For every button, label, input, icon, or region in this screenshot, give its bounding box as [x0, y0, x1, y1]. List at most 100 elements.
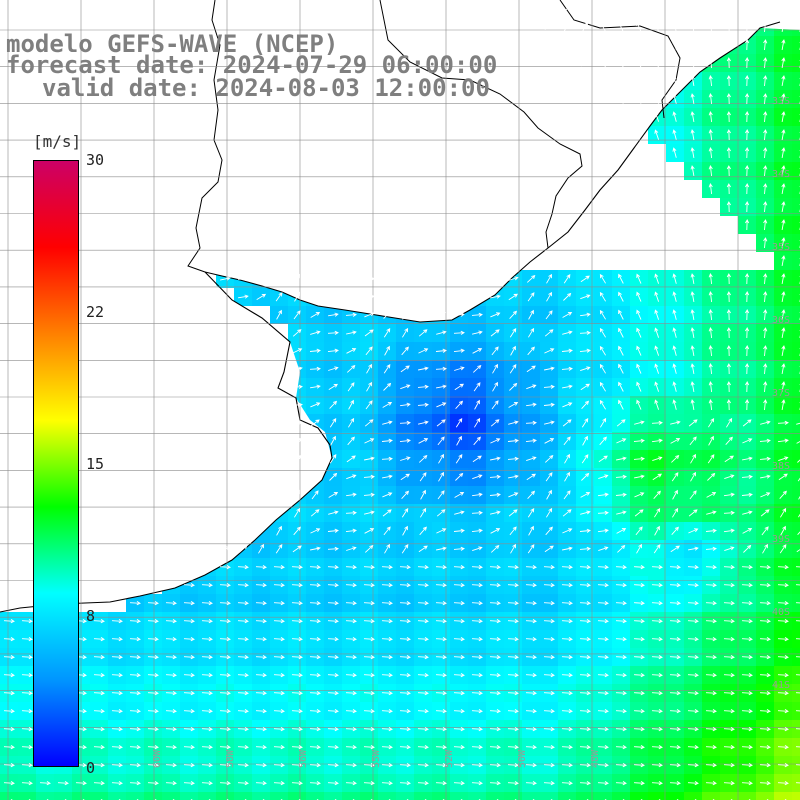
wind-arrow [708, 345, 713, 357]
wind-arrow [472, 348, 483, 354]
wind-arrow [292, 454, 302, 463]
wind-arrow [507, 673, 519, 678]
wind-arrow [781, 345, 786, 356]
wind-arrow [654, 57, 660, 68]
wind-arrow [636, 75, 642, 86]
wind-arrow [543, 583, 555, 588]
wind-arrow [528, 525, 534, 536]
wind-speed-cell [504, 792, 522, 800]
wind-arrow [220, 276, 231, 281]
wind-arrow [508, 293, 518, 301]
wind-arrow [654, 363, 660, 374]
wind-arrow [381, 601, 393, 606]
wind-arrow [490, 419, 500, 427]
wind-arrow [634, 420, 645, 425]
wind-arrow [724, 474, 735, 480]
wind-arrow [275, 508, 283, 518]
wind-arrow [147, 673, 159, 678]
wind-arrow [435, 565, 447, 570]
wind-arrow [777, 709, 789, 714]
wind-arrow [580, 294, 591, 300]
wind-speed-cell [54, 792, 72, 800]
wind-arrow [219, 709, 231, 714]
wind-arrow [507, 691, 519, 696]
wind-arrow [291, 673, 303, 678]
wind-arrow [705, 781, 717, 786]
wind-arrow [402, 327, 409, 338]
wind-arrow [348, 399, 354, 410]
wind-arrow [781, 147, 786, 158]
wind-arrow [255, 655, 267, 660]
wind-arrow [763, 147, 768, 159]
wind-arrow [453, 330, 465, 335]
wind-arrow [417, 691, 429, 696]
wind-speed-cell [234, 792, 252, 800]
wind-arrow [183, 691, 195, 696]
wind-arrow [165, 619, 177, 624]
wind-arrow [21, 745, 33, 750]
wind-arrow [219, 655, 231, 660]
wind-arrow [165, 781, 177, 786]
wind-arrow [489, 601, 501, 606]
wind-arrow [489, 727, 501, 732]
wind-arrow [741, 763, 753, 768]
wind-speed-cell [792, 180, 800, 198]
wind-arrow [348, 417, 355, 428]
wind-speed-cell [792, 90, 800, 108]
wind-speed-cell [702, 792, 720, 800]
wind-arrow [400, 365, 410, 373]
wind-arrow [489, 565, 501, 570]
wind-arrow [726, 21, 731, 33]
wind-arrow [201, 601, 213, 606]
wind-arrow [508, 420, 519, 425]
wind-arrow [651, 619, 663, 624]
wind-arrow [745, 165, 750, 177]
wind-arrow [363, 565, 375, 570]
wind-arrow [543, 384, 555, 389]
wind-arrow [742, 528, 753, 534]
wind-arrow [453, 348, 465, 353]
wind-arrow [327, 673, 339, 678]
wind-arrow [381, 456, 393, 461]
wind-arrow [165, 709, 177, 714]
wind-arrow [795, 764, 800, 766]
wind-arrow [544, 545, 554, 553]
wind-arrow [363, 510, 375, 515]
wind-arrow [453, 528, 465, 533]
wind-arrow [292, 348, 303, 354]
wind-arrow [436, 419, 446, 427]
wind-speed-cell [270, 792, 288, 800]
wind-arrow [456, 435, 462, 446]
wind-arrow [708, 93, 713, 105]
wind-arrow [183, 637, 195, 642]
wind-arrow [633, 565, 645, 570]
wind-arrow [111, 727, 123, 732]
wind-speed-cell [792, 378, 800, 396]
wind-arrow [312, 453, 318, 464]
wind-arrow [291, 691, 303, 696]
wind-arrow [745, 309, 750, 321]
wind-arrow [669, 583, 681, 588]
wind-arrow [381, 438, 393, 443]
wind-arrow [345, 528, 357, 533]
wind-arrow [419, 526, 427, 536]
wind-speed-cell [792, 432, 800, 450]
wind-arrow [724, 546, 735, 552]
wind-arrow [420, 489, 426, 500]
wind-arrow [795, 782, 800, 784]
wind-arrow [328, 510, 339, 515]
wind-arrow [381, 763, 393, 768]
colorbar-tick: 22 [86, 303, 105, 321]
wind-arrow [418, 366, 429, 371]
wind-arrow [219, 583, 231, 588]
wind-arrow [597, 510, 609, 515]
wind-speed-cell [36, 792, 54, 800]
wind-arrow [345, 583, 357, 588]
wind-arrow [544, 454, 554, 463]
wind-arrow [636, 273, 642, 284]
wind-arrow [165, 763, 177, 768]
lat-label: 40S [772, 607, 790, 618]
wind-arrow [562, 384, 573, 389]
wind-arrow [672, 327, 677, 338]
wind-arrow [291, 384, 303, 389]
